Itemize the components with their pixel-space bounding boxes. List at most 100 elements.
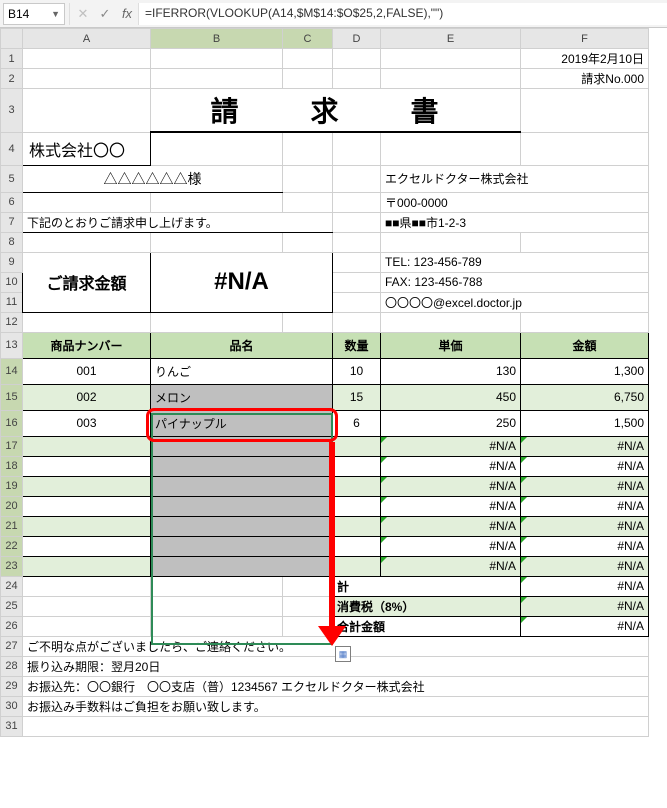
row-header-27[interactable]: 27 (1, 636, 23, 656)
billto-label: ご請求金額 (23, 252, 151, 312)
cell-A14[interactable]: 001 (23, 358, 151, 384)
col-header-C[interactable]: C (283, 29, 333, 49)
row-header-22[interactable]: 22 (1, 536, 23, 556)
cell-F17[interactable]: #N/A (521, 436, 649, 456)
cell-E16[interactable]: 250 (381, 410, 521, 436)
cell-F16[interactable]: 1,500 (521, 410, 649, 436)
billto-value: #N/A (151, 252, 333, 312)
cell-F20[interactable]: #N/A (521, 496, 649, 516)
total-value: #N/A (521, 616, 649, 636)
cell-E15[interactable]: 450 (381, 384, 521, 410)
row-header-4[interactable]: 4 (1, 132, 23, 165)
col-header-F[interactable]: F (521, 29, 649, 49)
row-header-28[interactable]: 28 (1, 656, 23, 676)
row-header-23[interactable]: 23 (1, 556, 23, 576)
row-header-18[interactable]: 18 (1, 456, 23, 476)
cell-E23[interactable]: #N/A (381, 556, 521, 576)
row-header-12[interactable]: 12 (1, 312, 23, 332)
row-header-13[interactable]: 13 (1, 332, 23, 358)
row-header-5[interactable]: 5 (1, 165, 23, 192)
cell-D16[interactable]: 6 (333, 410, 381, 436)
row-header-15[interactable]: 15 (1, 384, 23, 410)
company-name: 株式会社〇〇 (23, 132, 151, 165)
row-header-1[interactable]: 1 (1, 49, 23, 69)
row-header-8[interactable]: 8 (1, 232, 23, 252)
row-header-30[interactable]: 30 (1, 696, 23, 716)
sender-name: エクセルドクター株式会社 (381, 165, 649, 192)
th-price: 単価 (381, 332, 521, 358)
cell-B16[interactable]: パイナップル (151, 410, 333, 436)
cell-E21[interactable]: #N/A (381, 516, 521, 536)
cell-E14[interactable]: 130 (381, 358, 521, 384)
cell-E22[interactable]: #N/A (381, 536, 521, 556)
cell-F23[interactable]: #N/A (521, 556, 649, 576)
row-header-24[interactable]: 24 (1, 576, 23, 596)
col-header-B[interactable]: B (151, 29, 283, 49)
row-header-21[interactable]: 21 (1, 516, 23, 536)
col-header-E[interactable]: E (381, 29, 521, 49)
row-header-14[interactable]: 14 (1, 358, 23, 384)
name-box-value: B14 (8, 7, 29, 21)
autofill-options-icon[interactable]: ▦ (335, 646, 351, 662)
th-amount: 金額 (521, 332, 649, 358)
cell-F18[interactable]: #N/A (521, 456, 649, 476)
row-header-29[interactable]: 29 (1, 676, 23, 696)
row-header-7[interactable]: 7 (1, 212, 23, 232)
sender-email: 〇〇〇〇@excel.doctor.jp (381, 292, 649, 312)
footer-l4: お振込み手数料はご負担をお願い致します。 (23, 696, 649, 716)
cell-E17[interactable]: #N/A (381, 436, 521, 456)
row-header-19[interactable]: 19 (1, 476, 23, 496)
row-header-17[interactable]: 17 (1, 436, 23, 456)
cell-F22[interactable]: #N/A (521, 536, 649, 556)
th-qty: 数量 (333, 332, 381, 358)
tax-value: #N/A (521, 596, 649, 616)
enter-icon[interactable]: ✓ (94, 6, 116, 22)
doc-date: 2019年2月10日 (521, 49, 649, 69)
cell-D15[interactable]: 15 (333, 384, 381, 410)
row-header-26[interactable]: 26 (1, 616, 23, 636)
row-header-20[interactable]: 20 (1, 496, 23, 516)
worksheet[interactable]: A B C D E F 1 2019年2月10日 2 請求No.000 3 請 … (0, 28, 667, 737)
sender-tel: TEL: 123-456-789 (381, 252, 649, 272)
name-box[interactable]: B14 ▼ (3, 3, 65, 25)
th-name: 品名 (151, 332, 333, 358)
tax-label: 消費税（8%） (333, 596, 521, 616)
row-header-6[interactable]: 6 (1, 192, 23, 212)
cell-B15[interactable]: メロン (151, 384, 333, 410)
cell-E18[interactable]: #N/A (381, 456, 521, 476)
cell-A15[interactable]: 002 (23, 384, 151, 410)
row-header-11[interactable]: 11 (1, 292, 23, 312)
subtotal-label: 計 (333, 576, 521, 596)
row-header-3[interactable]: 3 (1, 89, 23, 133)
fx-icon[interactable]: fx (116, 6, 138, 21)
sender-zip: 〒000-0000 (381, 192, 649, 212)
row-header-2[interactable]: 2 (1, 69, 23, 89)
formula-bar: B14 ▼ ✕ ✓ fx =IFERROR(VLOOKUP(A14,$M$14:… (0, 0, 667, 28)
col-header-A[interactable]: A (23, 29, 151, 49)
row-header-16[interactable]: 16 (1, 410, 23, 436)
select-all-corner[interactable] (1, 29, 23, 49)
row-header-10[interactable]: 10 (1, 272, 23, 292)
cell-E20[interactable]: #N/A (381, 496, 521, 516)
cell-A16[interactable]: 003 (23, 410, 151, 436)
cell-F14[interactable]: 1,300 (521, 358, 649, 384)
row-header-9[interactable]: 9 (1, 252, 23, 272)
name-box-dropdown-icon[interactable]: ▼ (51, 9, 60, 19)
subtotal-value: #N/A (521, 576, 649, 596)
sender-fax: FAX: 123-456-788 (381, 272, 649, 292)
row-header-25[interactable]: 25 (1, 596, 23, 616)
cell-D14[interactable]: 10 (333, 358, 381, 384)
cancel-icon[interactable]: ✕ (72, 6, 94, 22)
footer-l3: お振込先：〇〇銀行 〇〇支店（普）1234567 エクセルドクター株式会社 (23, 676, 649, 696)
cell-B14[interactable]: りんご (151, 358, 333, 384)
total-label: 合計金額 (333, 616, 521, 636)
cell-E19[interactable]: #N/A (381, 476, 521, 496)
cell-F21[interactable]: #N/A (521, 516, 649, 536)
formula-input[interactable]: =IFERROR(VLOOKUP(A14,$M$14:$O$25,2,FALSE… (138, 3, 667, 25)
row-header-31[interactable]: 31 (1, 716, 23, 736)
customer-name: △△△△△△様 (23, 165, 283, 192)
doc-title: 請 求 書 (151, 89, 521, 133)
cell-F15[interactable]: 6,750 (521, 384, 649, 410)
cell-F19[interactable]: #N/A (521, 476, 649, 496)
col-header-D[interactable]: D (333, 29, 381, 49)
